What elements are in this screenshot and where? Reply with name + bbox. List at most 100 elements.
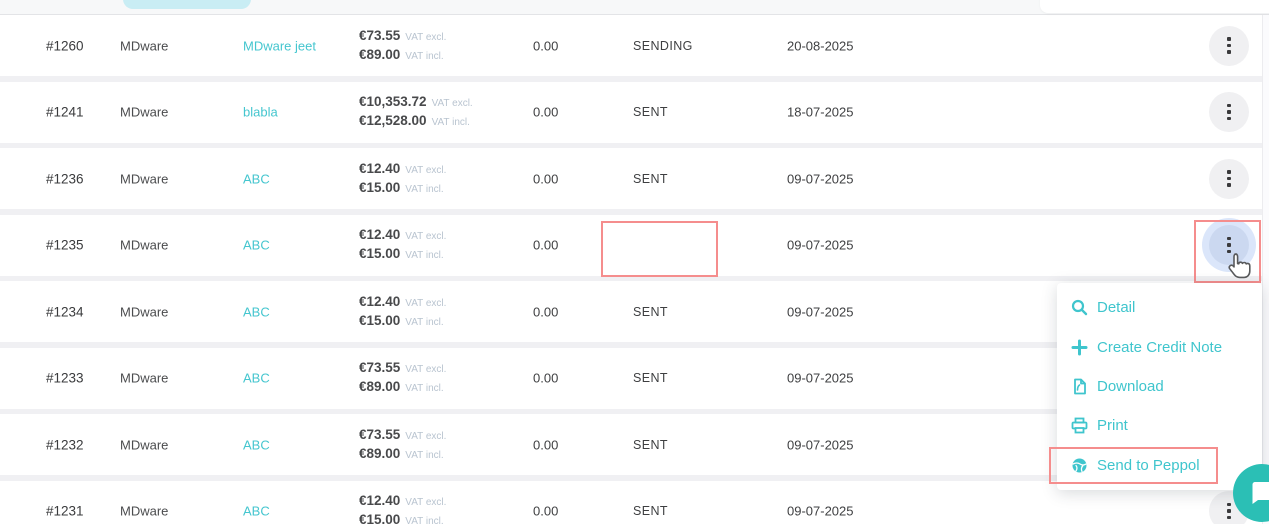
company-name: MDware: [120, 437, 169, 452]
row-actions-menu: Detail Create Credit Note Download: [1049, 283, 1262, 490]
amount-vat-excl: €73.55: [359, 426, 401, 442]
table-row: #1235 MDware ABC €12.40 VAT excl. €15.00 V…: [0, 214, 1262, 283]
balance-value: 0.00: [533, 104, 559, 120]
search-icon: [1071, 299, 1088, 316]
customer-link[interactable]: ABC: [243, 237, 270, 253]
company-name: MDware: [120, 503, 169, 519]
header-card: [1040, 0, 1269, 13]
dots-icon: [1227, 170, 1231, 174]
menu-item-label: Download: [1097, 378, 1164, 396]
vat-incl-label: VAT incl.: [405, 183, 444, 195]
amount-vat-incl: €15.00: [359, 179, 401, 195]
dots-icon: [1227, 236, 1231, 241]
menu-highlight-box: [1049, 446, 1218, 485]
balance-value: 0.00: [533, 437, 559, 452]
invoice-date: 09-07-2025: [787, 437, 854, 452]
company-name: MDware: [120, 38, 169, 53]
plus-icon: [1071, 339, 1088, 356]
table-row: #1241 MDware blabla €10,353.72 VAT excl. …: [0, 81, 1262, 143]
balance-value: 0.00: [533, 370, 559, 386]
status-label: SENT: [633, 504, 668, 518]
balance-value: 0.00: [533, 503, 559, 519]
amount-vat-excl: €12.40: [359, 493, 401, 508]
customer-link[interactable]: ABC: [243, 437, 270, 452]
invoice-date: 09-07-2025: [787, 370, 854, 386]
company-name: MDware: [120, 304, 169, 319]
menu-item[interactable]: Print: [1057, 406, 1262, 445]
amount-cell: €12.40 VAT excl. €15.00 VAT incl.: [359, 226, 446, 264]
menu-item-label: Detail: [1097, 299, 1136, 317]
vat-incl-label: VAT incl.: [405, 516, 444, 524]
row-actions-button[interactable]: [1209, 25, 1249, 66]
amount-vat-excl: €12.40: [359, 160, 401, 176]
invoice-date: 09-07-2025: [787, 237, 854, 253]
row-actions-button[interactable]: [1209, 158, 1249, 199]
vat-excl-label: VAT excl.: [405, 430, 447, 442]
balance-value: 0.00: [533, 38, 559, 53]
amount-vat-excl: €12.40: [359, 293, 401, 309]
amount-vat-incl: €15.00: [359, 246, 401, 261]
customer-link[interactable]: MDware jeet: [243, 38, 316, 53]
amount-cell: €73.55 VAT excl. €89.00 VAT incl.: [359, 426, 446, 464]
vat-incl-label: VAT incl.: [405, 50, 444, 62]
invoice-number: #1260: [46, 38, 84, 53]
menu-item[interactable]: Download: [1057, 367, 1262, 406]
dots-icon: [1227, 103, 1231, 108]
table-row: #1231 MDware ABC €12.40 VAT excl. €15.00 V…: [0, 480, 1262, 524]
amount-cell: €73.55 VAT excl. €89.00 VAT incl.: [359, 359, 446, 397]
menu-item[interactable]: Detail: [1057, 288, 1262, 327]
table-row: #1260 MDware MDware jeet €73.55 VAT excl.…: [0, 15, 1262, 76]
status-label: SENT: [633, 105, 668, 119]
balance-value: 0.00: [533, 237, 559, 253]
vat-incl-label: VAT incl.: [405, 383, 444, 394]
customer-link[interactable]: ABC: [243, 304, 270, 319]
table-row: #1233 MDware ABC €73.55 VAT excl. €89.00 V…: [0, 347, 1262, 409]
customer-link[interactable]: ABC: [243, 171, 270, 186]
row-actions-button[interactable]: [1209, 92, 1249, 132]
vat-excl-label: VAT excl.: [405, 31, 447, 43]
customer-link[interactable]: blabla: [243, 104, 278, 120]
balance-value: 0.00: [533, 304, 559, 319]
menu-item[interactable]: Send to Peppol: [1049, 446, 1262, 485]
header-pill-button[interactable]: [123, 0, 251, 9]
amount-vat-incl: €89.00: [359, 379, 401, 394]
status-label: SENT: [633, 171, 668, 186]
company-name: MDware: [120, 171, 169, 186]
amount-vat-excl: €12.40: [359, 227, 401, 242]
invoice-number: #1233: [46, 370, 84, 386]
menu-item-label: Print: [1097, 417, 1128, 435]
amount-vat-incl: €89.00: [359, 445, 401, 461]
customer-link[interactable]: ABC: [243, 503, 270, 519]
balance-value: 0.00: [533, 171, 559, 186]
invoice-number: #1234: [46, 304, 84, 319]
invoice-number: #1231: [46, 503, 84, 519]
company-name: MDware: [120, 104, 169, 120]
amount-cell: €12.40 VAT excl. €15.00 VAT incl.: [359, 293, 446, 331]
invoice-date: 09-07-2025: [787, 171, 854, 186]
company-name: MDware: [120, 237, 169, 253]
company-name: MDware: [120, 370, 169, 386]
dots-icon: [1227, 37, 1231, 41]
vat-incl-label: VAT incl.: [405, 250, 444, 261]
status-label: SENDING: [633, 38, 693, 53]
amount-cell: €12.40 VAT excl. €15.00 VAT incl.: [359, 160, 446, 198]
amount-cell: €12.40 VAT excl. €15.00 VAT incl.: [359, 492, 446, 524]
printer-icon: [1071, 417, 1088, 434]
vat-incl-label: VAT incl.: [431, 117, 470, 128]
table-row: #1236 MDware ABC €12.40 VAT excl. €15.00 V…: [0, 148, 1262, 209]
vat-excl-label: VAT excl.: [405, 364, 447, 375]
amount-cell: €73.55 VAT excl. €89.00 VAT incl.: [359, 27, 446, 65]
amount-vat-incl: €15.00: [359, 312, 401, 328]
invoice-number: #1236: [46, 171, 84, 186]
menu-item[interactable]: Create Credit Note: [1057, 327, 1262, 366]
invoice-date: 09-07-2025: [787, 304, 854, 319]
amount-vat-excl: €10,353.72: [359, 94, 427, 109]
vat-excl-label: VAT excl.: [431, 98, 473, 109]
amount-vat-incl: €89.00: [359, 46, 401, 62]
customer-link[interactable]: ABC: [243, 370, 270, 386]
table-row: #1234 MDware ABC €12.40 VAT excl. €15.00 V…: [0, 281, 1262, 342]
table-right-edge: [1262, 15, 1269, 524]
dots-icon: [1227, 502, 1231, 507]
invoice-date: 09-07-2025: [787, 503, 854, 519]
vat-incl-label: VAT incl.: [405, 449, 444, 461]
